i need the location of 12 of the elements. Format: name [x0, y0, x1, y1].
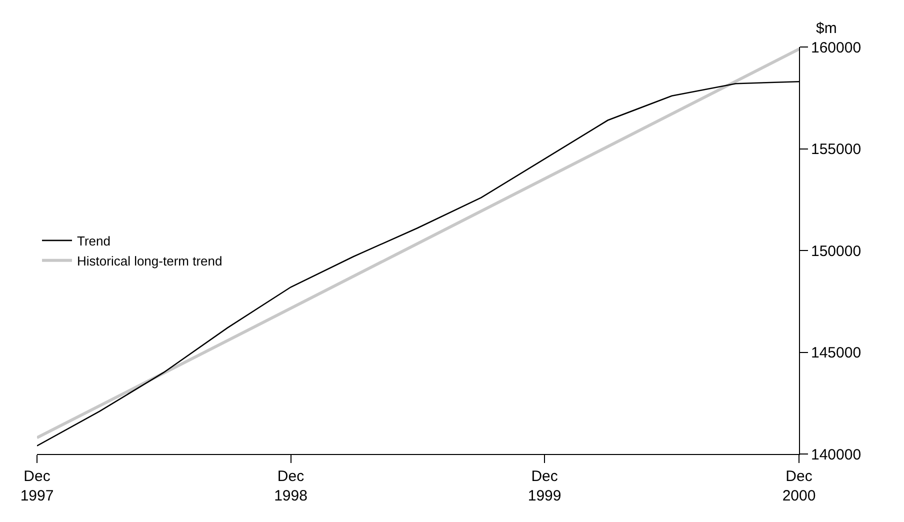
x-tick-label: Dec 1999: [528, 468, 562, 504]
x-tick-label: Dec 1998: [274, 468, 308, 504]
legend-label: Historical long-term trend: [77, 253, 222, 268]
legend-label: Trend: [77, 234, 110, 249]
y-tick-label: 140000: [811, 446, 862, 464]
y-tick-label: 150000: [811, 242, 862, 260]
x-tick-label: Dec 1997: [20, 468, 54, 504]
y-tick-label: 145000: [811, 344, 862, 362]
y-tick-label: 155000: [811, 141, 862, 158]
y-tick-label: 160000: [811, 39, 862, 56]
x-tick-label: Dec 2000: [782, 468, 816, 504]
y-axis-title: $m: [816, 20, 837, 37]
